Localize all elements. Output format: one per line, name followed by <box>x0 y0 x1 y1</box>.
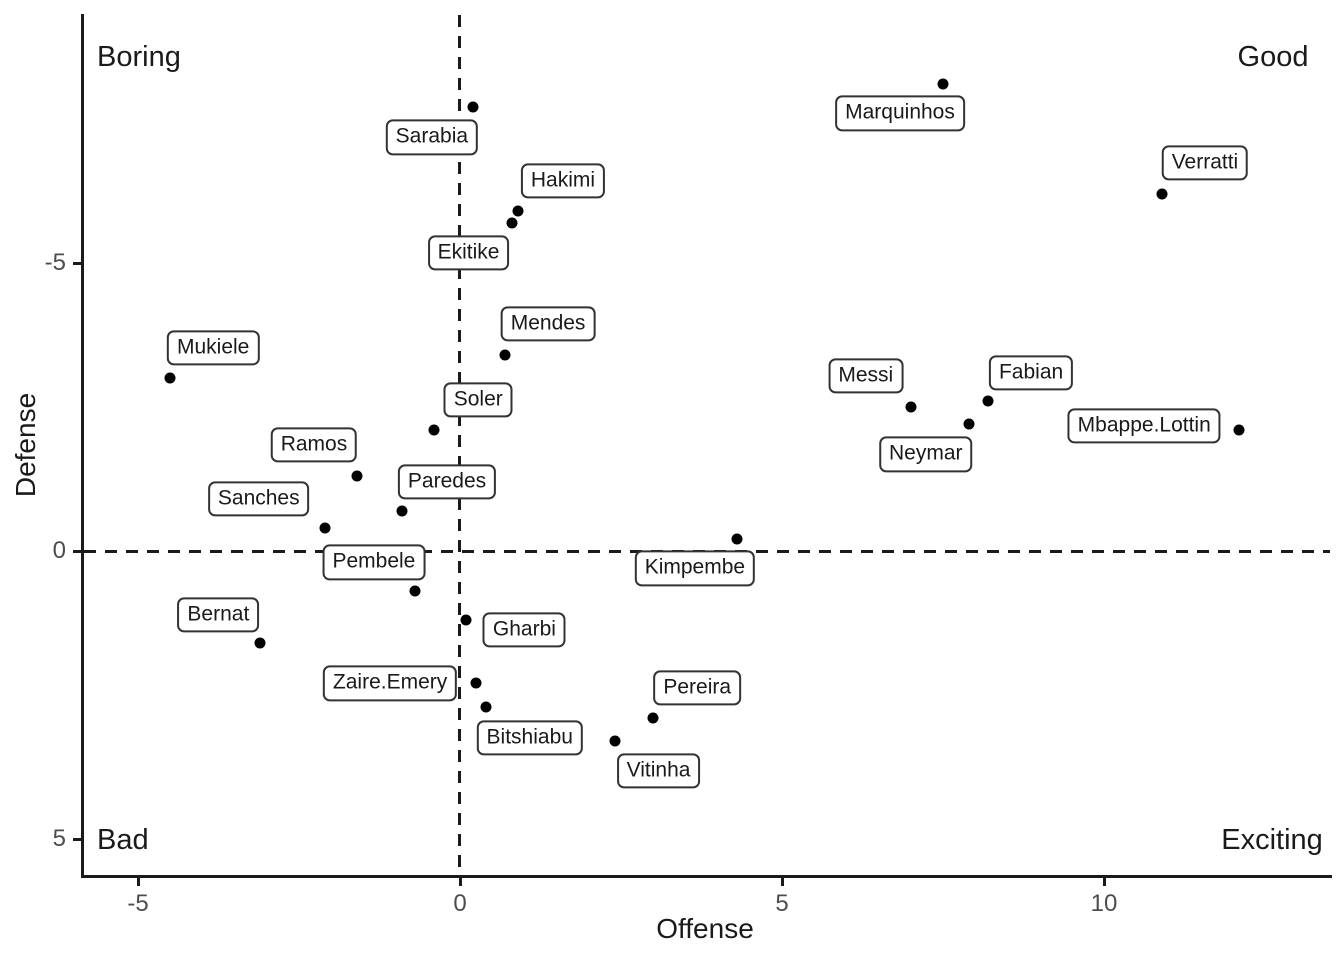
data-point <box>396 505 408 517</box>
point-label: Sarabia <box>385 119 479 156</box>
x-axis-tick-label: 0 <box>453 890 467 917</box>
x-axis-tick <box>1102 878 1106 886</box>
data-point <box>1233 424 1245 436</box>
y-axis-tick-label: 0 <box>52 537 66 564</box>
data-point <box>499 349 511 361</box>
point-label: Paredes <box>397 464 497 500</box>
quadrant-label-boring: Boring <box>97 41 181 73</box>
data-point <box>609 735 621 747</box>
point-label: Zaire.Emery <box>322 665 458 702</box>
y-axis-line <box>81 14 84 878</box>
data-point <box>467 101 479 113</box>
quadrant-label-good: Good <box>1237 41 1309 73</box>
data-point <box>319 522 331 534</box>
vertical-zero-reference-line <box>458 15 461 875</box>
y-axis-tick-label: -5 <box>44 249 66 276</box>
x-axis-tick <box>136 878 140 886</box>
point-label: Marquinhos <box>835 95 965 132</box>
data-point <box>937 78 949 90</box>
x-axis-tick-label: 5 <box>775 890 789 917</box>
y-axis-tick <box>73 261 81 265</box>
point-label: Mbappe.Lottin <box>1067 408 1221 444</box>
data-point <box>351 470 363 482</box>
data-point <box>409 585 421 597</box>
point-label: Kimpembe <box>634 550 756 587</box>
point-label: Mendes <box>500 306 596 342</box>
point-label: Hakimi <box>520 163 606 199</box>
data-point <box>254 637 266 649</box>
x-axis-tick-label: 10 <box>1090 890 1118 917</box>
y-axis-tick <box>73 837 81 841</box>
data-point <box>963 418 975 430</box>
point-label: Bitshiabu <box>476 719 583 756</box>
y-axis-title: Defense <box>10 392 41 498</box>
data-point <box>512 205 524 217</box>
data-point <box>428 424 440 436</box>
data-point <box>731 533 743 545</box>
data-point <box>905 401 917 413</box>
point-label: Ekitike <box>427 235 510 271</box>
point-label: Pereira <box>653 670 742 706</box>
point-label: Messi <box>828 358 904 394</box>
point-label: Pembele <box>322 544 426 580</box>
point-label: Fabian <box>988 355 1074 391</box>
data-point <box>1156 188 1168 200</box>
x-axis-tick <box>780 878 784 886</box>
point-label: Ramos <box>270 427 358 463</box>
quadrant-label-bad: Bad <box>97 824 149 856</box>
data-point <box>480 701 492 713</box>
point-label: Gharbi <box>482 612 566 648</box>
point-label: Sanches <box>207 481 310 517</box>
point-label: Vitinha <box>616 753 701 789</box>
y-axis-tick-label: 5 <box>52 825 66 852</box>
data-point <box>164 372 176 384</box>
point-label: Bernat <box>177 597 260 633</box>
point-label: Verratti <box>1161 145 1249 181</box>
x-axis-line <box>81 875 1332 878</box>
data-point <box>647 712 659 724</box>
quadrant-label-exciting: Exciting <box>1221 824 1323 856</box>
x-axis-tick <box>458 878 462 886</box>
point-label: Neymar <box>878 436 973 472</box>
data-point <box>982 395 994 407</box>
x-axis-title: Offense <box>656 913 754 944</box>
data-point <box>470 677 482 689</box>
point-label: Soler <box>443 382 513 418</box>
data-point <box>460 614 472 626</box>
x-axis-tick-label: -5 <box>127 890 149 917</box>
point-label: Mukiele <box>167 330 260 366</box>
y-axis-tick <box>73 549 81 553</box>
data-point <box>506 217 518 229</box>
